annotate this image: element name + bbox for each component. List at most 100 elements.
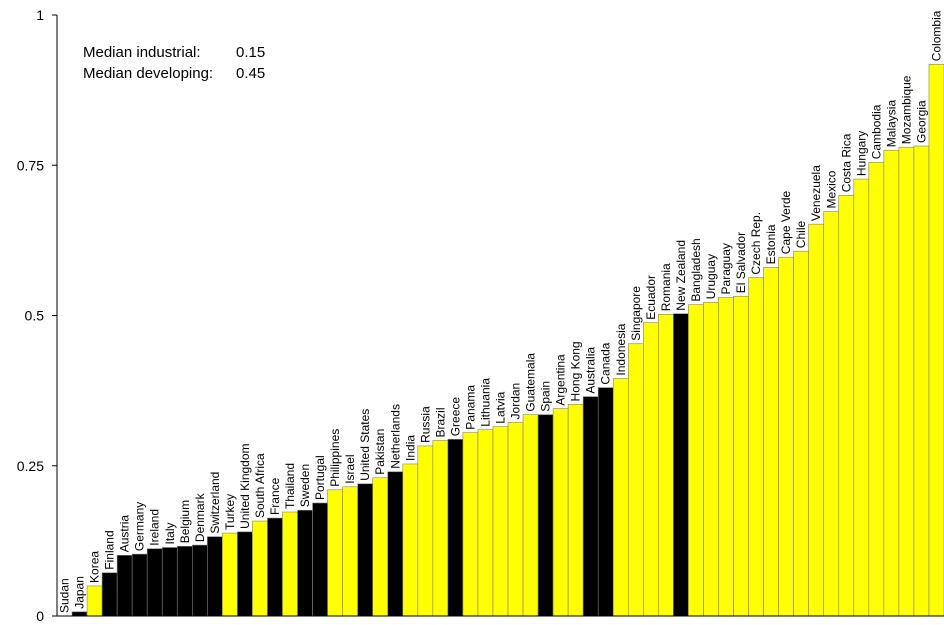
bar-label-cambodia: Cambodia (869, 104, 883, 159)
bar-label-russia: Russia (418, 406, 432, 443)
bar-india (402, 463, 419, 617)
bar-jordan (507, 422, 524, 617)
bar-label-south-africa: South Africa (253, 453, 267, 518)
bar-austria (116, 554, 133, 617)
bar-pakistan (372, 477, 389, 617)
bar-label-georgia: Georgia (914, 100, 928, 143)
bar-russia (417, 445, 434, 617)
bar-label-germany: Germany (133, 502, 147, 551)
bar-portugal (312, 502, 328, 617)
bar-belgium (176, 545, 193, 617)
bar-label-hungary: Hungary (854, 131, 868, 176)
bar-ireland (146, 548, 163, 617)
bar-label-indonesia: Indonesia (614, 323, 628, 375)
bar-sweden (297, 509, 313, 617)
bar-germany (131, 553, 148, 617)
bar-finland (101, 572, 118, 617)
bar-label-portugal: Portugal (313, 455, 327, 500)
bar-thailand (282, 511, 298, 617)
median-industrial-label: Median industrial: (83, 44, 201, 61)
y-tick-label: 0.25 (17, 458, 44, 474)
bar-label-costa-rica: Costa Rica (839, 133, 853, 192)
bar-paraguay (718, 297, 734, 617)
y-tick-label: 0 (36, 608, 44, 624)
bar-label-australia: Australia (584, 347, 598, 394)
median-annotation: Median industrial: 0.15 Median developin… (83, 44, 265, 82)
bar-label-united-states: United States (358, 409, 372, 481)
bar-label-belgium: Belgium (178, 500, 192, 543)
bar-label-france: France (268, 477, 282, 515)
bar-label-sweden: Sweden (298, 464, 312, 507)
bar-label-turkey: Turkey (223, 494, 237, 530)
bar-label-philippines: Philippines (328, 429, 342, 487)
bar-brazil (432, 440, 449, 617)
bar-label-greece: Greece (448, 397, 462, 437)
bar-label-chile: Chile (794, 221, 808, 249)
y-ticks-group: 0 0.25 0.5 0.75 1 (17, 7, 57, 624)
median-developing-label: Median developing: (83, 65, 213, 82)
bar-australia (582, 396, 599, 617)
bar-label-lithuania: Lithuania (478, 378, 492, 427)
bar-label-estonia: Estonia (764, 224, 778, 264)
bar-malaysia (883, 149, 900, 617)
bar-label-czech-rep: Czech Rep. (749, 212, 763, 275)
bar-greece (447, 439, 464, 617)
bars-group (71, 63, 944, 617)
bar-label-ireland: Ireland (148, 509, 162, 546)
bar-argentina (552, 408, 569, 617)
bar-label-colombia: Colombia (929, 10, 943, 61)
bar-label-mexico: Mexico (824, 170, 838, 208)
bar-label-netherlands: Netherlands (388, 404, 402, 469)
y-tick-label: 0.75 (17, 157, 44, 173)
bar-label-italy: Italy (163, 522, 177, 544)
bar-label-finland: Finland (103, 530, 117, 569)
bar-label-sudan: Sudan (58, 578, 72, 613)
bar-switzerland (207, 536, 223, 617)
bar-philippines (327, 489, 343, 617)
bar-label-spain: Spain (539, 381, 553, 412)
bar-venezuela (808, 223, 825, 617)
bar-spain (537, 414, 554, 617)
bar-israel (342, 486, 358, 617)
bar-label-canada: Canada (599, 342, 613, 384)
bar-hungary (853, 178, 870, 617)
bar-guatemala (522, 414, 539, 617)
bar-label-guatemala: Guatemala (524, 353, 538, 412)
bar-romania (658, 313, 674, 617)
bar-label-switzerland: Switzerland (208, 472, 222, 534)
bar-label-hong-kong: Hong Kong (569, 341, 583, 401)
bar-cape-verde (778, 256, 794, 617)
median-industrial-value: 0.15 (236, 44, 265, 61)
bar-united-states (357, 483, 374, 617)
bar-label-malaysia: Malaysia (884, 100, 898, 148)
bar-turkey (222, 532, 238, 617)
bar-colombia (928, 63, 944, 617)
bar-label-ecuador: Ecuador (644, 275, 658, 320)
bar-label-brazil: Brazil (433, 407, 447, 437)
bar-label-mozambique: Mozambique (899, 75, 913, 144)
bar-label-venezuela: Venezuela (809, 165, 823, 221)
bar-chile (793, 250, 809, 617)
bar-united-kingdom (237, 531, 253, 617)
bar-label-latvia: Latvia (494, 391, 508, 423)
bar-ecuador (643, 322, 659, 617)
bar-cambodia (868, 161, 885, 617)
bar-label-panama: Panama (463, 385, 477, 430)
bar-costa-rica (838, 195, 855, 617)
bar-japan (71, 611, 88, 617)
bar-label-argentina: Argentina (554, 354, 568, 406)
bar-label-thailand: Thailand (283, 463, 297, 509)
bar-panama (462, 432, 479, 617)
bar-label-japan: Japan (73, 576, 87, 609)
bar-indonesia (612, 378, 629, 617)
bar-estonia (763, 267, 779, 617)
bar-italy (161, 547, 178, 617)
bar-canada (597, 387, 614, 617)
bar-el-salvador (733, 295, 749, 617)
bar-mexico (823, 211, 840, 617)
bar-label-paraguay: Paraguay (719, 243, 733, 294)
bar-label-uruguay: Uruguay (704, 254, 718, 299)
y-tick-label: 1 (36, 7, 44, 23)
